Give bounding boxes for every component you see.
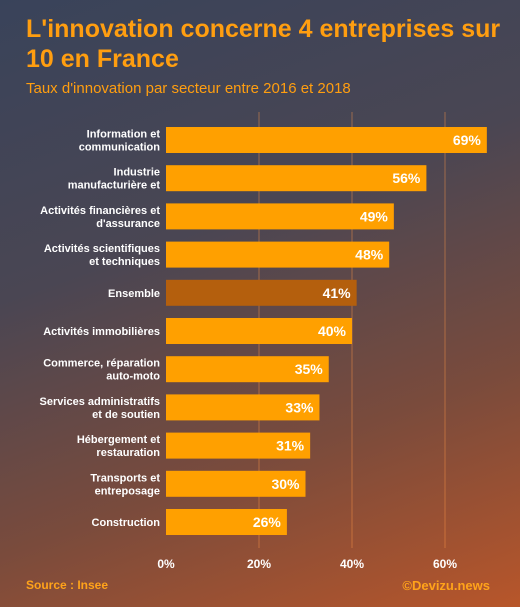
value-label: 48%	[355, 247, 384, 263]
category-label: Services administratifs et de soutien	[40, 396, 161, 421]
x-tick-label: 40%	[340, 557, 364, 571]
bar	[166, 356, 329, 383]
x-tick-label: 20%	[247, 557, 271, 571]
x-tick-label: 60%	[433, 557, 457, 571]
value-label: 40%	[318, 323, 347, 339]
category-label: Transports et entreposage	[90, 472, 160, 497]
value-label: 33%	[285, 399, 314, 415]
bar	[166, 318, 352, 344]
category-label: Commerce, réparation auto-moto	[43, 358, 160, 383]
bar	[166, 165, 427, 192]
x-tick-label: 0%	[157, 557, 175, 571]
bar-highlight	[166, 279, 357, 306]
category-label: Industrie manufacturière et	[68, 167, 161, 192]
bar	[166, 203, 394, 230]
value-label: 56%	[392, 170, 421, 186]
category-label: Activités financières et d'assurance	[40, 205, 160, 230]
bar	[166, 432, 311, 459]
category-label: Activités scientifiques et techniques	[44, 243, 160, 268]
value-label: 41%	[323, 285, 352, 301]
value-label: 49%	[360, 208, 389, 224]
credit-note: ©Devizu.news	[402, 578, 490, 593]
chart-subtitle: Taux d'innovation par secteur entre 2016…	[26, 80, 351, 97]
bar	[166, 241, 390, 268]
source-note: Source : Insee	[26, 578, 109, 592]
chart-title: L'innovation concerne 4 entreprises sur …	[26, 15, 501, 73]
category-label: Activités immobilières	[43, 326, 160, 338]
bar	[166, 394, 320, 421]
value-label: 31%	[276, 438, 305, 454]
category-label: Hébergement et restauration	[77, 434, 160, 459]
value-label: 69%	[453, 132, 482, 148]
bar	[166, 127, 487, 153]
bar	[166, 509, 287, 535]
value-label: 30%	[271, 476, 300, 492]
value-label: 35%	[295, 361, 324, 377]
bar	[166, 470, 306, 497]
value-label: 26%	[253, 514, 282, 530]
category-label: Ensemble	[108, 288, 160, 300]
category-label: Information et communication	[79, 129, 161, 154]
category-label: Construction	[92, 517, 161, 529]
